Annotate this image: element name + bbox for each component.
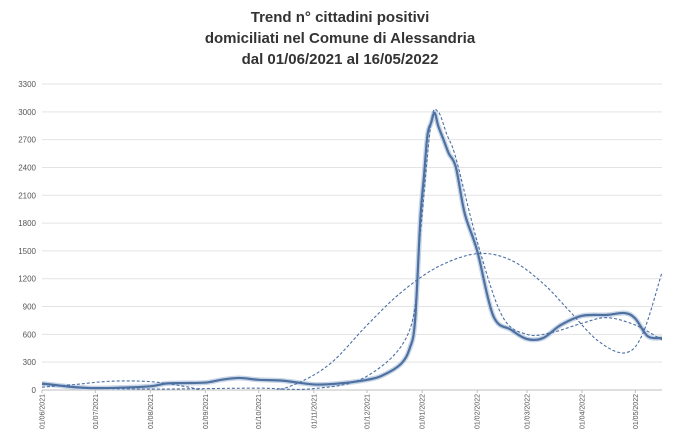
series-line-0 (42, 111, 662, 390)
x-tick-label: 01/04/2022 (580, 394, 587, 429)
y-tick-label: 1500 (18, 247, 36, 256)
y-tick-label: 300 (23, 358, 37, 367)
series-group (42, 108, 662, 390)
y-tick-label: 2100 (18, 191, 36, 200)
x-tick-label: 01/03/2022 (524, 394, 531, 429)
y-tick-label: 1800 (18, 219, 36, 228)
x-tick-label: 01/01/2022 (420, 394, 427, 429)
chart-title-line-2: domiciliati nel Comune di Alessandria (204, 30, 476, 47)
x-tick-label: 01/02/2022 (475, 394, 482, 429)
y-tick-label: 1200 (18, 275, 36, 284)
y-tick-label: 0 (32, 386, 37, 395)
x-tick-label: 01/08/2021 (148, 394, 155, 429)
x-tick-label: 01/05/2022 (633, 394, 640, 429)
y-axis: 0 300 600 900 1200 1500 1800 2100 2400 2700 3000 33… (18, 80, 36, 395)
y-tick-label: 600 (23, 330, 37, 339)
x-tick-label: 01/11/2021 (311, 394, 318, 429)
y-tick-label: 3000 (18, 108, 36, 117)
y-tick-label: 3300 (18, 80, 36, 89)
y-tick-label: 2400 (18, 163, 36, 172)
trend-line-1 (42, 108, 662, 390)
y-tick-label: 900 (23, 303, 37, 312)
trend-line-2 (42, 252, 662, 390)
y-tick-label: 2700 (18, 136, 36, 145)
x-axis: 01/06/2021 01/07/2021 01/08/2021 01/09/2021… (40, 390, 640, 429)
x-tick-label: 01/07/2021 (93, 394, 100, 429)
chart-title-line-1: Trend n° cittadini positivi (250, 9, 430, 26)
x-tick-label: 01/06/2021 (40, 394, 47, 429)
x-tick-label: 01/10/2021 (256, 394, 263, 429)
chart-title-line-3: dal 01/06/2021 al 16/05/2022 (241, 51, 439, 68)
x-tick-label: 01/12/2021 (365, 394, 372, 429)
x-tick-label: 01/09/2021 (203, 394, 210, 429)
grid-lines (42, 83, 662, 391)
